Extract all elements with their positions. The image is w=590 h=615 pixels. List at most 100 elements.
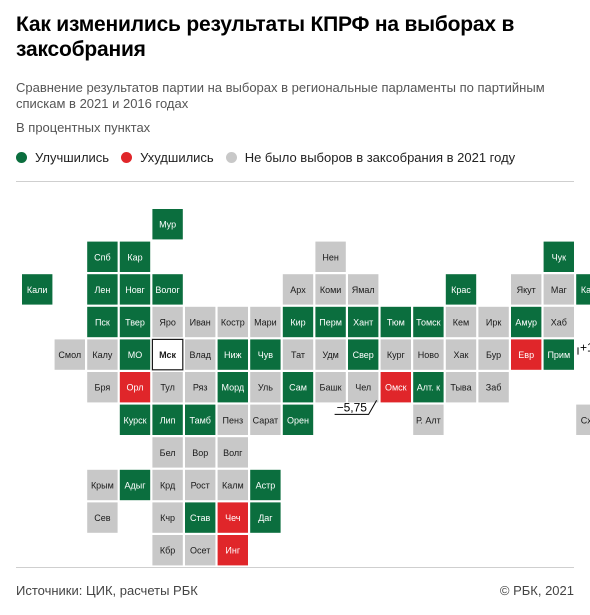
top-divider [16,181,574,182]
region-tile [511,274,542,305]
region-label: Томск [416,318,440,328]
region-label: Даг [258,513,273,523]
region-label: Ирк [486,318,501,328]
region-label: Хак [454,350,469,360]
region-tile [217,502,248,533]
region-label: Схлн [581,415,590,425]
region-tile [119,404,151,435]
region-tile [315,241,346,272]
region-tile [152,306,183,338]
region-tile [511,306,542,338]
region-label: Инг [225,546,240,556]
region-tile [315,274,346,305]
region-tile [152,209,183,240]
region-tile [576,274,590,305]
region-tile [185,404,216,435]
region-label: Кург [387,350,406,360]
region-tile [348,372,379,403]
region-tile [119,469,151,501]
region-label: Морд [221,383,244,393]
region-tile [22,274,53,305]
region-label: Амур [515,318,537,328]
region-label: Кали [27,285,48,295]
region-tile [119,339,151,370]
region-tile [478,306,509,338]
region-label: Калу [92,350,112,360]
region-label: Тат [291,350,305,360]
region-label: Кар [127,252,142,262]
region-tile [87,502,118,533]
region-label: Адыг [124,481,146,491]
region-tile [185,306,216,338]
region-label: Орен [287,415,309,425]
region-tile [250,339,281,370]
region-label: Сарат [253,415,279,425]
region-tile [250,404,281,435]
region-tile [348,306,379,338]
region-tile [87,306,118,338]
region-label: Прим [547,350,570,360]
region-label: Ряз [193,383,208,393]
region-tile [282,274,314,305]
region-tile [217,404,248,435]
region-tile [119,372,151,403]
region-tile [413,306,444,338]
region-label: Тюм [387,318,405,328]
region-tile [282,339,314,370]
bottom-divider [16,567,574,568]
region-tile [151,338,184,371]
region-tile [185,535,216,566]
region-label: Маг [551,285,568,295]
region-tile [282,404,314,435]
legend-swatch-worsened [121,152,133,163]
region-label: Мари [254,318,277,328]
region-tile [185,502,216,533]
region-tile [511,339,542,370]
region-tile [185,372,216,403]
sources-note: Источники: ЦИК, расчеты РБК [16,583,198,598]
region-tile [478,372,509,403]
region-label: Алт. к [417,383,440,393]
region-tile [543,306,574,338]
region-label: Хант [353,318,373,328]
region-label: Ямал [352,285,375,295]
region-label: Омск [385,383,407,393]
region-label: Перм [319,318,342,328]
region-tile [185,339,216,370]
region-tile [185,437,216,468]
region-label: Арх [290,285,306,295]
region-label: Крым [91,481,114,491]
callout-line [334,400,378,415]
region-tile [185,469,216,501]
legend-item-no-election: Не было выборов в заксобрания в 2021 год… [225,150,515,165]
region-tile [543,241,574,272]
region-label: Кчр [160,513,175,523]
region-label: Лип [160,415,176,425]
region-label: Якут [517,285,536,295]
region-label: Волг [223,448,243,458]
region-label: Евр [518,350,534,360]
region-tile [119,274,151,305]
region-tile [87,372,118,403]
region-tile [87,241,118,272]
region-label: Спб [94,252,111,262]
region-label: Свер [353,350,374,360]
region-tile [217,469,248,501]
legend-swatch-no-election [225,152,237,163]
region-label: Бел [160,448,176,458]
copyright-note: © РБК, 2021 [499,583,574,598]
region-tile [445,372,477,403]
region-label: Волог [155,285,180,295]
region-tile [152,404,183,435]
region-label: Яро [159,318,176,328]
region-tile [315,372,346,403]
chart-subtitle: Сравнение результатов партии на выборах … [16,80,545,111]
value-callout: +10,18 [580,340,590,354]
region-label: Чел [355,383,371,393]
region-label: Курск [123,415,146,425]
region-label: Нен [322,252,339,262]
region-tile [445,306,477,338]
region-label: Тул [160,383,175,393]
region-label: Крд [160,481,176,491]
region-tile [54,339,85,370]
